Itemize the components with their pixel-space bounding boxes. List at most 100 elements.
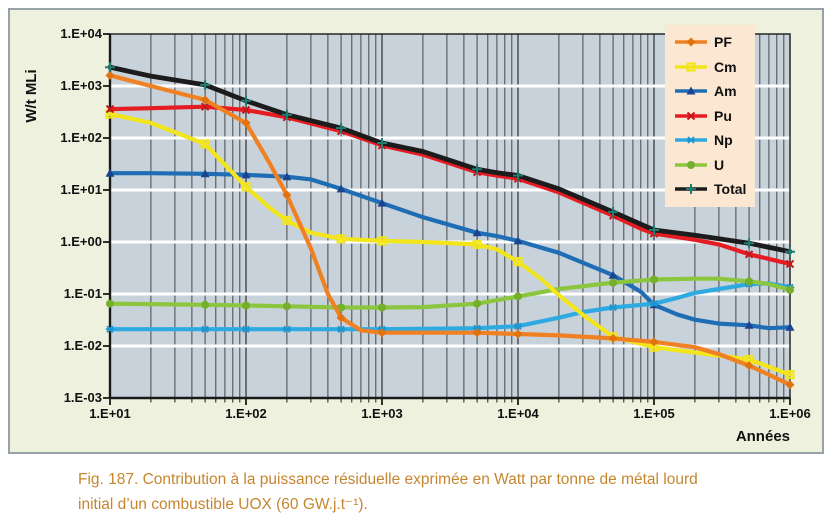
x-tick-label: 1.E+01 (89, 406, 131, 421)
y-tick-label: 1.E+00 (60, 234, 102, 249)
legend-label-np: Np (714, 132, 733, 149)
series-Cm-marker (785, 370, 795, 380)
x-axis-title: Années (735, 428, 790, 445)
series-Total-marker (649, 225, 659, 235)
series-Cm-line (107, 111, 793, 377)
legend-swatch-am (675, 86, 707, 95)
series-U-marker (473, 299, 482, 308)
x-tick-label: 1.E+05 (633, 406, 675, 421)
figure-caption: Fig. 187. Contribution à la puissance ré… (78, 467, 793, 517)
series-PF-marker (649, 337, 659, 347)
y-tick-label: 1.E-02 (63, 338, 102, 353)
series-Am-marker (377, 198, 387, 207)
x-tick-label: 1.E+06 (769, 406, 811, 421)
figure-panel: W/t MLi PF Cm Am Pu Np U Total Années 1.E+04 1.… (8, 8, 824, 454)
series-U-marker (242, 301, 250, 310)
series-Pu-marker (744, 250, 754, 259)
series-U-marker (650, 275, 658, 284)
series-U-marker (201, 300, 210, 309)
series-Pu-marker (105, 104, 115, 114)
x-tick-label: 1.E+03 (361, 406, 403, 421)
series-Total-marker (377, 138, 387, 148)
legend-label-u: U (714, 156, 725, 173)
series-Np-marker (282, 325, 292, 333)
series-PF-marker (105, 70, 115, 80)
series-Am-marker (472, 228, 482, 237)
legend-marker-pu (686, 111, 696, 120)
legend-label-pf: PF (714, 34, 732, 51)
legend-swatch-u (675, 160, 707, 169)
y-tick-label: 1.E-01 (63, 286, 102, 301)
series-PF-marker (472, 328, 482, 338)
series-U-marker (378, 303, 386, 312)
series-Am-marker (105, 168, 115, 177)
legend-label-total: Total (714, 181, 747, 198)
series-Am-marker (513, 236, 523, 245)
legend-item-np: Np (674, 128, 755, 153)
legend-swatch-np (675, 136, 707, 144)
legend-swatch-total (675, 184, 707, 195)
series-U-marker (514, 292, 522, 301)
legend-label-cm: Cm (714, 58, 737, 75)
series-Pu-marker (241, 105, 251, 115)
caption-line-1: Fig. 187. Contribution à la puissance ré… (78, 471, 698, 488)
series-PF-marker (200, 95, 210, 105)
series-Cm-marker (336, 234, 346, 244)
series-Am-line (107, 171, 793, 331)
series-Am-marker (785, 322, 795, 331)
series-Np-marker (513, 322, 523, 330)
series-Cm-marker (377, 236, 387, 246)
legend-item-pu: Pu (674, 104, 755, 129)
legend-marker-u (687, 160, 695, 169)
series-Np-marker (105, 325, 115, 333)
series-Total-marker (608, 206, 619, 217)
legend-item-u: U (674, 153, 755, 178)
legend-marker-pf (686, 37, 696, 47)
y-tick-label: 1.E+02 (60, 130, 102, 145)
series-Np-marker (200, 325, 210, 333)
series-Cm-marker (472, 239, 482, 249)
y-tick-label: 1.E-03 (63, 390, 102, 405)
series-Total-marker (513, 170, 523, 181)
legend-item-cm: Cm (674, 55, 755, 80)
series-PF-marker (785, 380, 795, 390)
legend-item-pf: PF (674, 30, 755, 55)
series-Np-marker (608, 303, 618, 312)
series-Cm-marker (241, 182, 251, 192)
legend-label-am: Am (714, 83, 737, 100)
series-Total-marker (472, 164, 483, 175)
series-PF-marker (377, 328, 387, 338)
series-Np-marker (336, 325, 346, 333)
legend-marker-cm (686, 62, 696, 72)
legend-swatch-pu (675, 111, 707, 120)
series-Cm-marker (282, 215, 292, 225)
series-Pu-marker (200, 102, 210, 111)
legend-marker-np (686, 136, 696, 144)
series-Am-marker (608, 270, 618, 279)
series-Am-marker (241, 170, 251, 179)
series-Np-marker (649, 300, 659, 308)
series-PF-marker (744, 361, 754, 371)
series-Cm-marker (513, 257, 523, 267)
legend-item-total: Total (674, 177, 755, 202)
series-U-marker (786, 285, 794, 294)
legend-label-pu: Pu (714, 107, 732, 124)
series-U-marker (609, 278, 618, 287)
series-PF-marker (513, 329, 523, 339)
series-U-marker (745, 277, 754, 286)
legend-item-am: Am (674, 79, 755, 104)
y-tick-label: 1.E+03 (60, 78, 102, 93)
y-tick-label: 1.E+04 (60, 26, 102, 41)
series-Cm-marker (200, 139, 210, 149)
series-Pu-marker (785, 259, 795, 269)
series-PF-marker (336, 313, 346, 323)
series-Total-marker (281, 109, 292, 120)
legend-marker-total (686, 184, 696, 195)
x-tick-label: 1.E+04 (497, 406, 539, 421)
x-tick-label: 1.E+02 (225, 406, 267, 421)
series-Total-marker (336, 123, 347, 134)
series-Am-marker (200, 169, 210, 178)
series-Np-marker (241, 325, 251, 333)
series-U-marker (282, 302, 291, 311)
